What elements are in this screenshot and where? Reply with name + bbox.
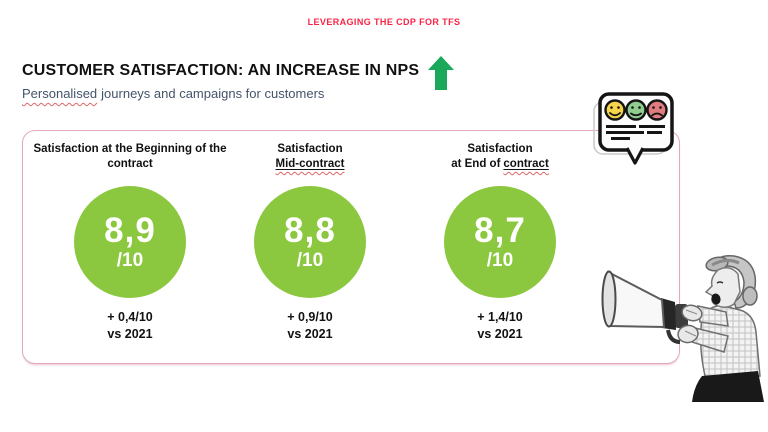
megaphone-handle bbox=[666, 329, 681, 344]
face-sad-red-icon bbox=[646, 99, 668, 121]
face-happy-green-icon bbox=[625, 99, 647, 121]
delta-label: + 1,4/10 vs 2021 bbox=[406, 309, 594, 343]
skirt bbox=[692, 371, 764, 402]
fingers bbox=[684, 309, 698, 337]
stage-title: Satisfaction Mid-contract bbox=[224, 142, 396, 173]
page-subtitle: Personalised journeys and campaigns for c… bbox=[22, 86, 324, 101]
headband bbox=[711, 258, 740, 267]
delta-label: + 0,4/10 vs 2021 bbox=[28, 309, 232, 343]
delta-line: vs 2021 bbox=[287, 326, 333, 341]
stage-title-line: Satisfaction bbox=[277, 143, 343, 155]
stage-column-mid: Satisfaction Mid-contract 8,8 /10 + 0,9/… bbox=[224, 142, 396, 343]
feedback-faces-icon bbox=[593, 92, 674, 165]
hair-bun bbox=[742, 286, 758, 306]
delta-line: + 1,4/10 bbox=[477, 310, 523, 324]
score-denominator: /10 bbox=[296, 249, 324, 271]
score-denominator: /10 bbox=[116, 249, 144, 271]
megaphone-woman-photo bbox=[601, 254, 764, 402]
kicker-label: LEVERAGING THE CDP FOR TFS bbox=[307, 17, 461, 27]
hand-top bbox=[681, 304, 703, 322]
stage-title-line: Satisfaction at the Beginning of the bbox=[33, 143, 227, 155]
stage-title-line: Satisfaction bbox=[467, 143, 533, 155]
open-mouth bbox=[711, 293, 721, 305]
delta-line: vs 2021 bbox=[107, 326, 153, 341]
hand-bottom bbox=[677, 324, 699, 344]
subtitle-underlined-word: Personalised bbox=[22, 86, 98, 101]
stage-column-end: Satisfaction at End of contract 8,7 /10 +… bbox=[406, 142, 594, 343]
stage-title: Satisfaction at End of contract bbox=[406, 142, 594, 173]
eye bbox=[716, 281, 724, 284]
bubble-tail bbox=[625, 147, 645, 165]
stage-title: Satisfaction at the Beginning of the con… bbox=[28, 142, 232, 173]
stage-title-line: contract bbox=[107, 158, 153, 171]
stage-title-line: Mid-contract bbox=[275, 158, 345, 171]
delta-line: + 0,9/10 bbox=[287, 310, 333, 324]
delta-line: vs 2021 bbox=[477, 326, 523, 341]
trend-up-arrow-icon bbox=[428, 56, 454, 90]
score-value: 8,9 bbox=[104, 210, 156, 250]
bubble-text-lines bbox=[606, 125, 665, 140]
megaphone-bell-rim bbox=[601, 270, 617, 328]
score-circle: 8,7 /10 bbox=[444, 186, 556, 298]
page-title: CUSTOMER SATISFACTION: AN INCREASE IN NP… bbox=[22, 62, 420, 79]
face-happy-yellow-icon bbox=[604, 99, 626, 121]
score-value: 8,8 bbox=[284, 210, 336, 250]
stage-title-line: at End of contract bbox=[451, 158, 549, 171]
score-value: 8,7 bbox=[474, 210, 526, 250]
stage-column-beginning: Satisfaction at the Beginning of the con… bbox=[28, 142, 232, 343]
face bbox=[704, 267, 741, 308]
delta-label: + 0,9/10 vs 2021 bbox=[224, 309, 396, 343]
score-circle: 8,8 /10 bbox=[254, 186, 366, 298]
score-circle: 8,9 /10 bbox=[74, 186, 186, 298]
delta-line: + 0,4/10 bbox=[107, 310, 153, 324]
score-denominator: /10 bbox=[486, 249, 514, 271]
megaphone-band bbox=[661, 298, 676, 330]
subtitle-rest: journeys and campaigns for customers bbox=[101, 86, 325, 101]
